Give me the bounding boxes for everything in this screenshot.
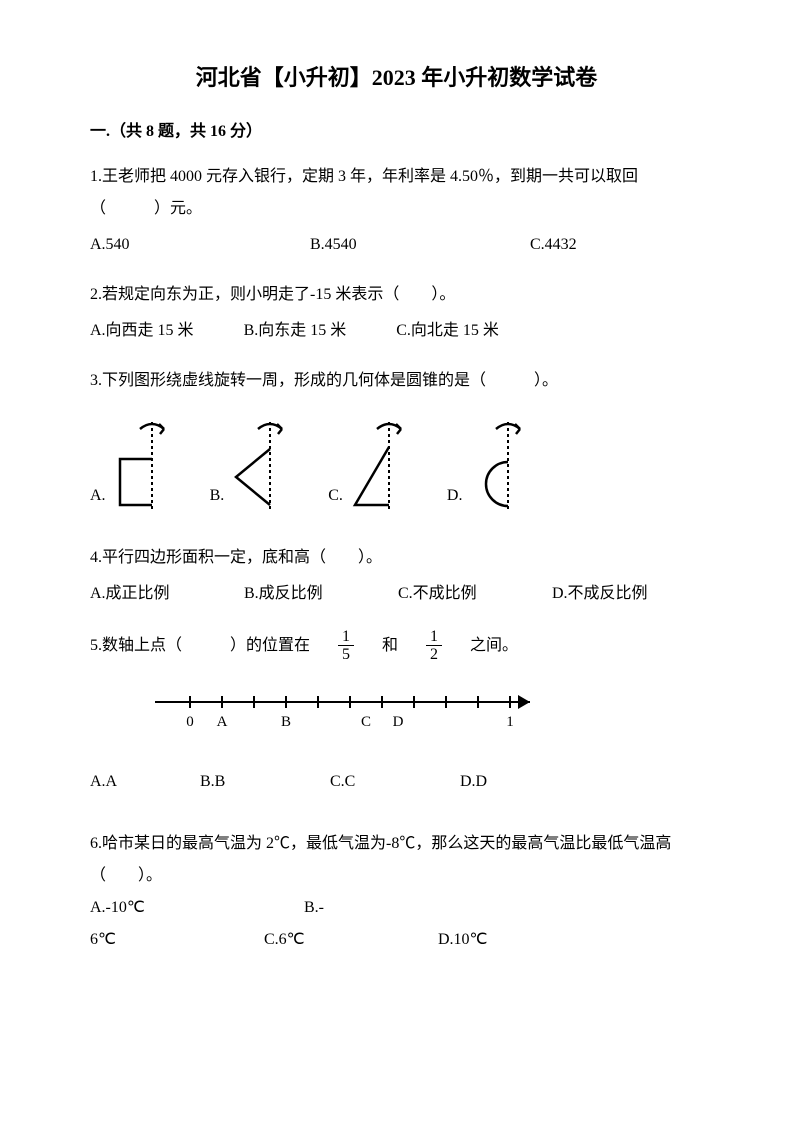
number-line: 0 A B C D 1: [150, 684, 703, 746]
numline-label-0: 0: [186, 714, 194, 730]
q3-label-a: A.: [90, 480, 106, 512]
frac-num: 1: [338, 628, 354, 647]
semicircle-rotation-icon: [466, 417, 526, 512]
q5-opt-b: B.B: [200, 766, 330, 798]
question-2: 2.若规定向东为正，则小明走了-15 米表示（ ）。 A.向西走 15 米 B.…: [90, 279, 703, 347]
q5-text-mid: 和: [366, 637, 414, 654]
numline-label-1: 1: [506, 714, 514, 730]
numline-label-D: D: [393, 714, 404, 730]
q6-opt-d: D.10℃: [438, 924, 488, 956]
q4-opt-d: D.不成反比例: [552, 578, 648, 610]
q2-text: 2.若规定向东为正，则小明走了-15 米表示（ ）。: [90, 279, 703, 311]
rect-rotation-icon: [110, 417, 170, 512]
q2-opt-c: C.向北走 15 米: [396, 315, 499, 347]
q4-opt-c: C.不成比例: [398, 578, 548, 610]
q3-label-d: D.: [447, 480, 463, 512]
q4-options: A.成正比例 B.成反比例 C.不成比例 D.不成反比例: [90, 578, 703, 610]
section-header: 一.（共 8 题，共 16 分）: [90, 119, 703, 145]
frac-den: 5: [338, 646, 354, 664]
q3-shape-c: C.: [328, 417, 407, 512]
q6-opt-c: C.6℃: [264, 924, 434, 956]
q2-opt-a: A.向西走 15 米: [90, 315, 194, 347]
q4-opt-b: B.成反比例: [244, 578, 394, 610]
question-1: 1.王老师把 4000 元存入银行，定期 3 年，年利率是 4.50％，到期一共…: [90, 161, 703, 261]
numline-label-A: A: [217, 714, 228, 730]
question-3: 3.下列图形绕虚线旋转一周，形成的几何体是圆锥的是（ ）。 A. B. C.: [90, 365, 703, 512]
frac-num: 1: [426, 628, 442, 647]
right-triangle-rotation-icon: [347, 417, 407, 512]
q5-opt-d: D.D: [460, 766, 487, 798]
q6-opt-b-rest: 6℃: [90, 924, 260, 956]
q6-opt-a: A.-10℃: [90, 892, 300, 924]
q1-opt-b: B.4540: [310, 229, 470, 261]
q5-opt-c: C.C: [330, 766, 460, 798]
q4-text: 4.平行四边形面积一定，底和高（ ）。: [90, 542, 703, 574]
frac-den: 2: [426, 646, 442, 664]
q3-shape-d: D.: [447, 417, 527, 512]
q3-shape-b: B.: [210, 417, 289, 512]
q5-text-after: 之间。: [454, 637, 518, 654]
q4-opt-a: A.成正比例: [90, 578, 240, 610]
q5-text-before: 5.数轴上点（ ）的位置在: [90, 637, 326, 654]
fraction-1-2: 1 2: [426, 628, 442, 664]
q6-options: A.-10℃ B.- 6℃ C.6℃ D.10℃: [90, 892, 703, 956]
q5-opt-a: A.A: [90, 766, 200, 798]
q2-options: A.向西走 15 米 B.向东走 15 米 C.向北走 15 米: [90, 315, 703, 347]
numline-label-B: B: [281, 714, 291, 730]
q3-label-b: B.: [210, 480, 225, 512]
q6-opt-b-prefix: B.-: [304, 892, 324, 924]
q1-text: 1.王老师把 4000 元存入银行，定期 3 年，年利率是 4.50％，到期一共…: [90, 161, 703, 225]
triangle-mid-rotation-icon: [228, 417, 288, 512]
q2-opt-b: B.向东走 15 米: [244, 315, 347, 347]
question-6: 6.哈市某日的最高气温为 2℃，最低气温为-8℃，那么这天的最高气温比最低气温高…: [90, 828, 703, 956]
q3-shapes: A. B. C.: [90, 417, 703, 512]
q1-options: A.540 B.4540 C.4432: [90, 229, 703, 261]
q1-opt-a: A.540: [90, 229, 250, 261]
question-4: 4.平行四边形面积一定，底和高（ ）。 A.成正比例 B.成反比例 C.不成比例…: [90, 542, 703, 610]
question-5: 5.数轴上点（ ）的位置在 1 5 和 1 2 之间。: [90, 628, 703, 798]
fraction-1-5: 1 5: [338, 628, 354, 664]
number-line-svg: 0 A B C D 1: [150, 684, 550, 734]
q3-label-c: C.: [328, 480, 343, 512]
page-title: 河北省【小升初】2023 年小升初数学试卷: [90, 60, 703, 95]
q5-options: A.A B.B C.C D.D: [90, 766, 703, 798]
q6-text: 6.哈市某日的最高气温为 2℃，最低气温为-8℃，那么这天的最高气温比最低气温高…: [90, 828, 703, 892]
q3-shape-a: A.: [90, 417, 170, 512]
q3-text: 3.下列图形绕虚线旋转一周，形成的几何体是圆锥的是（ ）。: [90, 365, 703, 397]
q5-text: 5.数轴上点（ ）的位置在 1 5 和 1 2 之间。: [90, 628, 703, 664]
numline-label-C: C: [361, 714, 371, 730]
q1-opt-c: C.4432: [530, 229, 577, 261]
